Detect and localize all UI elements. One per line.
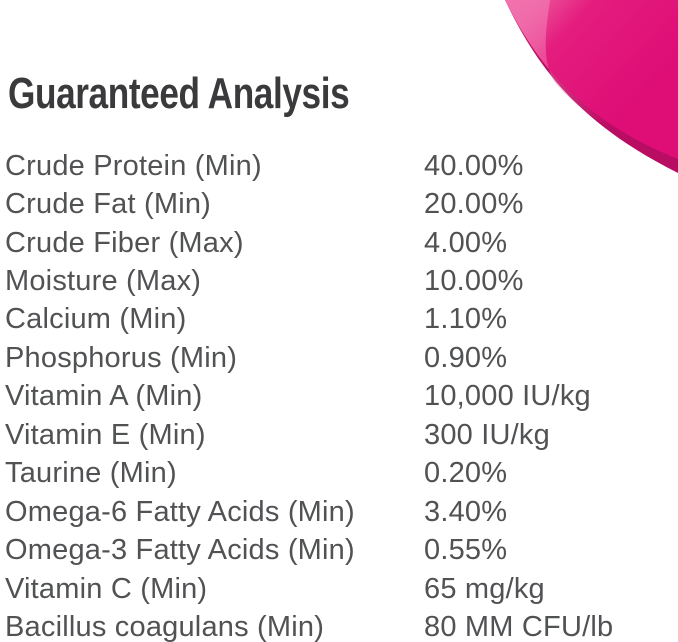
nutrient-label: Bacillus coagulans (Min) <box>5 610 325 642</box>
table-row: Crude Fiber (Max) 4.00% <box>0 224 678 262</box>
nutrient-value: 4.00% <box>424 226 508 259</box>
nutrient-value: 0.55% <box>424 534 508 567</box>
nutrient-value: 20.00% <box>424 188 524 221</box>
table-row: Bacillus coagulans (Min) 80 MM CFU/lb <box>0 608 678 642</box>
table-row: Taurine (Min) 0.20% <box>0 455 678 493</box>
nutrient-value: 300 IU/kg <box>424 418 550 451</box>
nutrient-label: Crude Fat (Min) <box>5 188 212 221</box>
table-row: Crude Fat (Min) 20.00% <box>0 185 678 223</box>
nutrient-label: Vitamin C (Min) <box>5 572 208 605</box>
nutrient-label: Calcium (Min) <box>5 303 187 336</box>
nutrient-label: Phosphorus (Min) <box>5 341 238 374</box>
table-row: Moisture (Max) 10.00% <box>0 262 678 300</box>
swoosh-body <box>505 0 678 159</box>
nutrient-value: 10,000 IU/kg <box>424 380 591 413</box>
nutrient-label: Vitamin A (Min) <box>5 380 203 413</box>
nutrient-value: 1.10% <box>424 303 508 336</box>
nutrient-label: Omega-3 Fatty Acids (Min) <box>5 534 355 567</box>
nutrient-label: Omega-6 Fatty Acids (Min) <box>5 495 355 528</box>
nutrient-label: Taurine (Min) <box>5 457 177 490</box>
nutrient-value: 0.20% <box>424 457 508 490</box>
table-row: Vitamin C (Min) 65 mg/kg <box>0 570 678 608</box>
nutrient-value: 0.90% <box>424 341 508 374</box>
table-row: Vitamin E (Min) 300 IU/kg <box>0 416 678 454</box>
nutrient-value: 3.40% <box>424 495 508 528</box>
page-title: Guaranteed Analysis <box>8 69 350 118</box>
table-row: Omega-3 Fatty Acids (Min) 0.55% <box>0 531 678 569</box>
table-row: Crude Protein (Min) 40.00% <box>0 147 678 185</box>
table-row: Vitamin A (Min) 10,000 IU/kg <box>0 378 678 416</box>
nutrient-label: Crude Fiber (Max) <box>5 226 244 259</box>
swoosh-edge-highlight <box>505 0 642 144</box>
nutrient-label: Crude Protein (Min) <box>5 149 262 182</box>
nutrient-value: 40.00% <box>424 149 524 182</box>
nutrient-label: Vitamin E (Min) <box>5 418 206 451</box>
nutrient-value: 80 MM CFU/lb <box>424 610 614 642</box>
table-row: Phosphorus (Min) 0.90% <box>0 339 678 377</box>
nutrient-value: 10.00% <box>424 265 524 298</box>
nutrient-value: 65 mg/kg <box>424 572 545 605</box>
table-row: Calcium (Min) 1.10% <box>0 301 678 339</box>
analysis-table: Crude Protein (Min) 40.00% Crude Fat (Mi… <box>0 147 678 642</box>
table-row: Omega-6 Fatty Acids (Min) 3.40% <box>0 493 678 531</box>
nutrient-label: Moisture (Max) <box>5 265 202 298</box>
